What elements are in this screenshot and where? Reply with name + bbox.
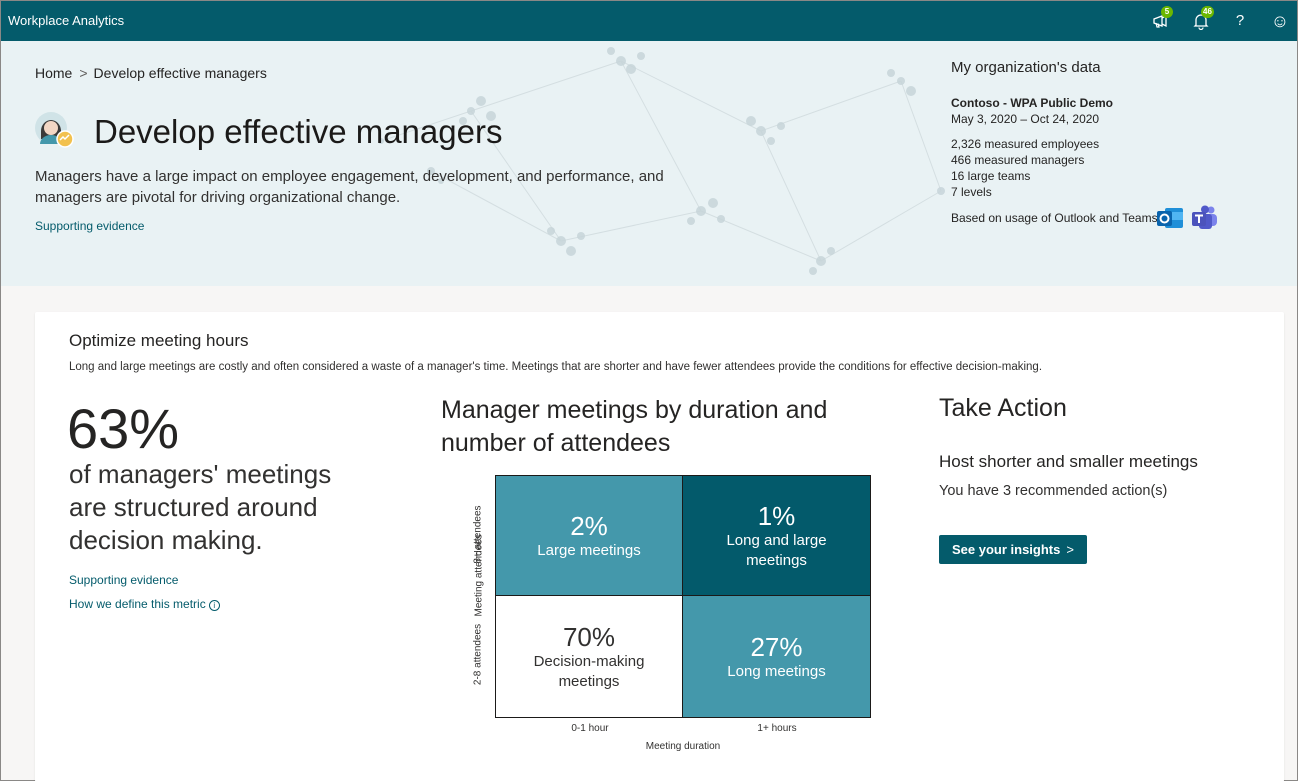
app-title[interactable]: Workplace Analytics [8,13,125,28]
manager-avatar-icon [35,112,74,148]
y-tick-label: 8+ attendees [472,505,484,564]
take-action-subtitle: Host shorter and smaller meetings [939,452,1198,471]
org-data-title: My organization's data [951,59,1101,76]
bell-icon[interactable]: 46 [1189,6,1214,33]
take-action-title: Take Action [939,394,1067,422]
page-description: Managers have a large impact on employee… [35,168,664,206]
org-stat-employees: 2,326 measured employees [951,137,1100,151]
page-title: Develop effective managers [94,113,503,150]
hero-banner: Home > Develop effective managers Develop … [1,41,1297,286]
breadcrumb-current: Develop effective managers [93,65,267,81]
x-tick-label: 0-1 hour [571,723,609,734]
hero-supporting-evidence-link[interactable]: Supporting evidence [35,219,145,233]
card-title: Optimize meeting hours [69,331,249,350]
org-stat-levels: 7 levels [951,185,992,199]
card-supporting-evidence-link[interactable]: Supporting evidence [69,573,179,587]
chevron-right-icon: > [1066,542,1074,557]
metric-definition-link[interactable]: How we define this metric i [69,597,220,611]
cell-long-meetings: 27% Long meetings [683,596,870,717]
cell-large-meetings: 2% Large meetings [496,476,683,596]
x-axis-label: Meeting duration [645,741,721,752]
org-name: Contoso - WPA Public Demo [951,96,1113,110]
cell-label: Long meetings [727,662,826,680]
org-date-range: May 3, 2020 – Oct 24, 2020 [951,112,1100,126]
see-your-insights-button[interactable]: See your insights > [939,535,1087,564]
info-icon: i [208,600,220,611]
meeting-matrix-chart: 2% Large meetings 1% Long and large meet… [495,475,871,718]
cell-value: 1% [757,500,796,531]
cell-value: 70% [562,621,616,652]
stat-caption: of managers' meetings are structured aro… [69,459,332,555]
card-description: Long and large meetings are costly and o… [69,361,1043,373]
megaphone-icon[interactable]: 5 [1149,6,1173,33]
breadcrumb-separator-icon: > [79,65,88,81]
see-your-insights-label: See your insights [952,542,1061,557]
big-stat-value: 63% [67,397,180,460]
org-usage-note: Based on usage of Outlook and Teams [951,211,1158,225]
chart-title: Manager meetings by duration and number … [441,396,828,457]
announcements-badge: 5 [1161,6,1173,18]
org-stat-teams: 16 large teams [951,169,1031,183]
top-bar: Workplace Analytics 5 46 ? ☺ [1,1,1297,41]
notifications-badge: 46 [1201,6,1214,18]
cell-label: Long and large meetings [726,531,827,569]
x-tick-label: 1+ hours [757,723,797,734]
y-tick-label: 2-8 attendees [472,623,484,686]
cell-label: Large meetings [537,541,641,559]
org-data-panel: My organization's data Contoso - WPA Pub… [951,59,1271,229]
help-icon[interactable]: ? [1235,12,1245,29]
org-stat-managers: 466 measured managers [951,153,1085,167]
breadcrumb-home[interactable]: Home [35,65,73,81]
cell-long-and-large-meetings: 1% Long and large meetings [683,476,870,596]
teams-icon [1192,205,1217,229]
take-action-description: You have 3 recommended action(s) [939,483,1168,499]
cell-label: Decision-making meetings [533,652,645,690]
network-background-graphic [378,47,945,275]
feedback-smiley-icon[interactable]: ☺ [1270,11,1290,31]
breadcrumb: Home > Develop effective managers [35,65,267,81]
outlook-icon [1157,208,1183,228]
cell-value: 27% [750,631,803,662]
metric-definition-label: How we define this metric [69,597,206,611]
cell-decision-making-meetings: 70% Decision-making meetings [496,596,683,717]
cell-value: 2% [570,510,608,541]
optimize-meeting-hours-card: Optimize meeting hours Long and large me… [35,312,1284,781]
